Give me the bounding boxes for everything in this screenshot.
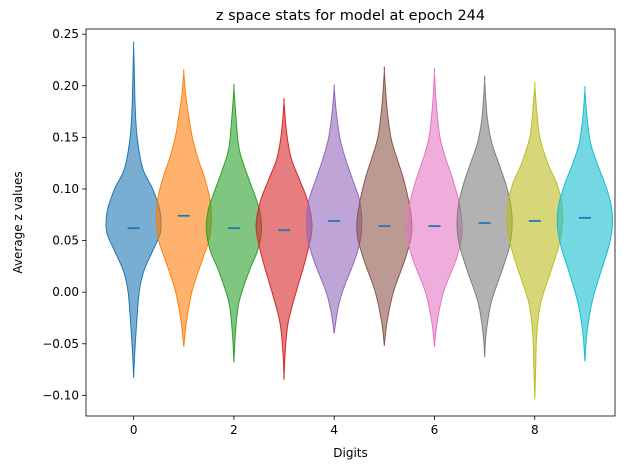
y-axis-ticks: −0.10 −0.05 0.00 0.05 0.10 0.15 0.20 0.25	[42, 27, 86, 402]
y-tick-label: 0.10	[52, 182, 79, 196]
x-tick-label: 6	[431, 423, 439, 437]
plot-area-frame	[85, 28, 616, 417]
y-tick-label: −0.10	[42, 388, 79, 402]
violin-digit-5	[356, 66, 413, 346]
x-tick-label: 0	[130, 423, 138, 437]
violin-digit-9	[556, 86, 614, 362]
x-axis-title: Digits	[333, 446, 367, 460]
x-tick-label: 8	[531, 423, 539, 437]
y-tick-label: −0.05	[42, 337, 79, 351]
violin-digit-7	[456, 75, 513, 358]
violin-digit-3	[255, 98, 313, 380]
violin-digit-8	[506, 82, 564, 400]
violin-digit-0	[105, 41, 162, 378]
y-tick-label: 0.25	[52, 27, 79, 41]
y-tick-label: 0.05	[52, 234, 79, 248]
violin-digit-1	[155, 68, 212, 347]
violin-digit-4	[306, 84, 363, 334]
violins-layer	[105, 41, 614, 400]
y-tick-label: 0.00	[52, 285, 79, 299]
mean-markers-layer	[127, 214, 591, 232]
violin-digit-2	[205, 83, 263, 363]
y-tick-label: 0.20	[52, 79, 79, 93]
chart-title: z space stats for model at epoch 244	[216, 8, 485, 24]
violin-digit-6	[406, 67, 463, 347]
x-axis-ticks: 0 2 4 6 8	[130, 416, 539, 437]
y-tick-label: 0.15	[52, 130, 79, 144]
x-tick-label: 2	[230, 423, 238, 437]
x-tick-label: 4	[330, 423, 338, 437]
y-axis-title: Average z values	[11, 171, 25, 273]
